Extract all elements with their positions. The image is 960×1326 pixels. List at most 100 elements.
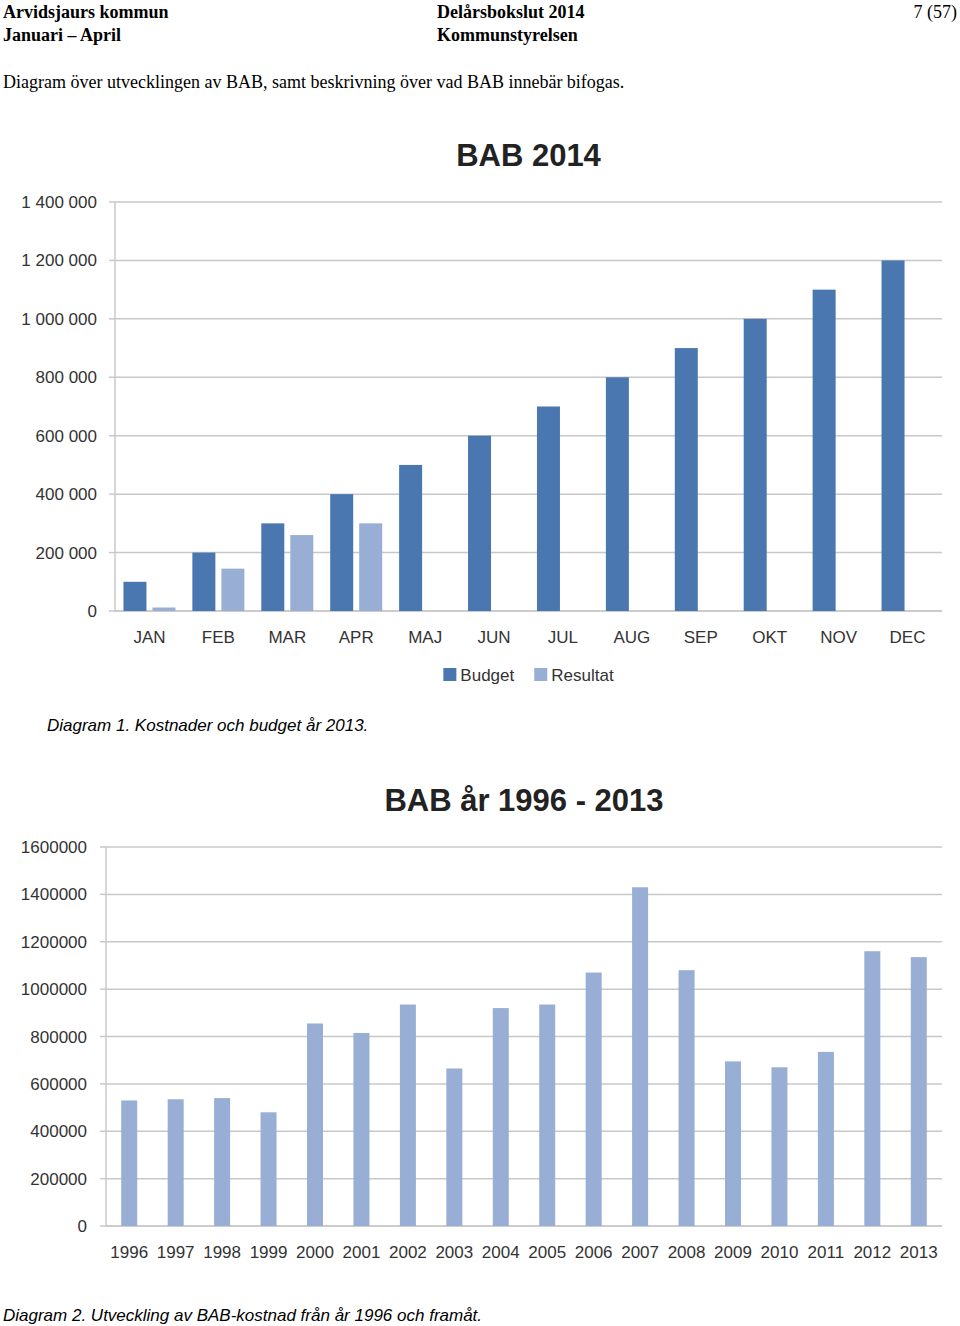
tick-mark — [100, 988, 106, 990]
bar — [818, 1052, 834, 1226]
x-tick-label: 2005 — [528, 1243, 566, 1262]
chart-title: BAB 2014 — [456, 138, 601, 173]
tick-mark — [109, 493, 115, 495]
bar — [725, 1061, 741, 1226]
y-tick-label: 800000 — [30, 1028, 87, 1047]
y-axis — [114, 202, 116, 611]
grid-line — [106, 941, 942, 943]
bar — [882, 260, 905, 611]
bars — [123, 260, 904, 611]
bar — [771, 1067, 787, 1226]
grid-line — [115, 260, 942, 262]
bar — [586, 973, 602, 1226]
x-tick-label: 2003 — [435, 1243, 473, 1262]
x-tick-label: MAR — [268, 628, 306, 647]
bar — [399, 465, 422, 611]
bar — [606, 377, 629, 611]
x-tick-label: JAN — [133, 628, 165, 647]
grid-line — [106, 894, 942, 896]
x-tick-label: MAJ — [408, 628, 442, 647]
bar — [468, 436, 491, 611]
chart: BAB år 1996 - 20130200000400000600000800… — [21, 783, 942, 1262]
x-tick-label: 1998 — [203, 1243, 241, 1262]
tick-mark — [109, 377, 115, 379]
bar — [632, 887, 648, 1226]
y-tick-label: 600000 — [30, 1075, 87, 1094]
y-tick-label: 1400000 — [21, 885, 87, 904]
legend: BudgetResultat — [443, 666, 614, 685]
header-page: 7 (57) — [914, 2, 958, 23]
tick-mark — [100, 894, 106, 896]
bar — [261, 523, 284, 611]
y-tick-label: 0 — [78, 1217, 87, 1236]
bar — [221, 569, 244, 611]
x-tick-label: 2010 — [761, 1243, 799, 1262]
bar — [168, 1099, 184, 1226]
x-tick-label: JUL — [548, 628, 578, 647]
grid-line — [115, 201, 942, 203]
y-tick-label: 200 000 — [36, 544, 97, 563]
y-axis — [105, 847, 107, 1226]
bar — [353, 1033, 369, 1226]
header-unit: Kommunstyrelsen — [437, 25, 578, 45]
chart: BAB 20140200 000400 000600 000800 0001 0… — [21, 138, 942, 685]
chart-title: BAB år 1996 - 2013 — [384, 783, 663, 818]
x-tick-label: 2004 — [482, 1243, 520, 1262]
tick-mark — [109, 201, 115, 203]
bar — [537, 407, 560, 612]
bar — [744, 319, 767, 611]
bar — [123, 582, 146, 611]
x-axis — [106, 1225, 942, 1227]
bar — [359, 523, 382, 611]
x-tick-label: AUG — [613, 628, 650, 647]
intro-text: Diagram över utvecklingen av BAB, samt b… — [3, 72, 624, 92]
x-tick-label: 2013 — [900, 1243, 938, 1262]
grid-line — [106, 1178, 942, 1180]
bar — [290, 535, 313, 611]
tick-mark — [109, 435, 115, 437]
y-tick-label: 1200000 — [21, 933, 87, 952]
grid-line — [106, 1036, 942, 1038]
tick-mark — [100, 1225, 106, 1227]
bar — [192, 553, 215, 611]
x-tick-label: 2008 — [668, 1243, 706, 1262]
x-tick-label: FEB — [202, 628, 235, 647]
header-period: Januari – April — [3, 25, 121, 45]
caption: Diagram 2. Utveckling av BAB-kostnad frå… — [3, 1306, 482, 1325]
y-tick-label: 1600000 — [21, 838, 87, 857]
bar — [493, 1008, 509, 1226]
x-tick-label: 2011 — [808, 1243, 845, 1262]
y-tick-label: 200000 — [30, 1170, 87, 1189]
grid-line — [106, 1225, 942, 1227]
y-tick-label: 800 000 — [36, 368, 97, 387]
legend-swatch — [534, 668, 547, 681]
y-tick-label: 1 400 000 — [21, 193, 97, 212]
tick-mark — [109, 610, 115, 612]
tick-mark — [100, 941, 106, 943]
x-tick-label: 2007 — [621, 1243, 659, 1262]
tick-mark — [100, 1083, 106, 1085]
bar — [400, 1005, 416, 1226]
x-tick-label: NOV — [820, 628, 858, 647]
page: Arvidsjaurs kommunJanuari – AprilDelårsb… — [0, 0, 960, 1326]
bar — [675, 348, 698, 611]
x-tick-label: 2001 — [343, 1243, 381, 1262]
legend-label: Budget — [460, 666, 514, 685]
x-tick-label: JUN — [478, 628, 511, 647]
grid-line — [106, 846, 942, 848]
bar — [679, 970, 695, 1226]
y-tick-label: 600 000 — [36, 427, 97, 446]
tick-mark — [109, 318, 115, 320]
grid-line — [106, 1083, 942, 1085]
bar — [121, 1100, 137, 1226]
x-tick-label: 2000 — [296, 1243, 334, 1262]
y-tick-label: 1 000 000 — [21, 310, 97, 329]
y-tick-label: 0 — [88, 602, 97, 621]
caption: Diagram 1. Kostnader och budget år 2013. — [47, 716, 368, 735]
bar — [446, 1068, 462, 1226]
x-tick-label: 2006 — [575, 1243, 613, 1262]
x-tick-label: DEC — [890, 628, 926, 647]
y-tick-label: 1000000 — [21, 980, 87, 999]
bars — [121, 887, 927, 1226]
legend-swatch — [443, 668, 456, 681]
